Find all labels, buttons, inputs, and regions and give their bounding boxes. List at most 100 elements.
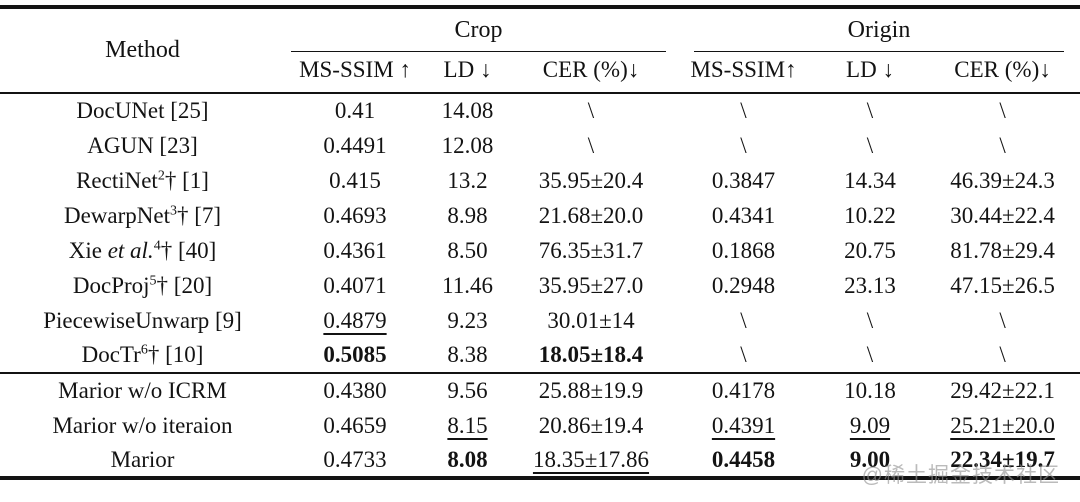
method-cell: AGUN [23] bbox=[87, 132, 198, 158]
col-group-crop-label: Crop bbox=[291, 17, 666, 52]
table-row: Marior w/o ICRM 0.4380 9.56 25.88±19.9 0.417… bbox=[0, 373, 1080, 408]
metric-cell: \ bbox=[866, 132, 874, 158]
col-group-origin-label: Origin bbox=[694, 17, 1065, 52]
metric-cell: 20.75 bbox=[844, 237, 896, 263]
metric-cell: 8.98 bbox=[447, 202, 488, 228]
metric-cell: 25.21±20.0 bbox=[950, 412, 1055, 438]
metric-cell: 76.35±31.7 bbox=[538, 237, 644, 263]
metric-cell: \ bbox=[866, 342, 874, 367]
table-row: Marior 0.4733 8.08 18.35±17.86 0.4458 9.00 22.… bbox=[0, 443, 1080, 478]
results-table: Method Crop Origin MS-SSIM ↑ LD ↓ CER (%… bbox=[0, 5, 1080, 480]
metric-cell: 0.5085 bbox=[323, 342, 387, 367]
metric-cell: 18.35±17.86 bbox=[532, 446, 650, 472]
col-header-crop-msssim: MS-SSIM ↑ bbox=[299, 57, 411, 82]
metric-cell: 35.95±20.4 bbox=[538, 167, 644, 193]
metric-cell: 9.09 bbox=[849, 412, 891, 438]
table-row: DocUNet [25] 0.41 14.08 \ \ \ \ bbox=[0, 93, 1080, 128]
method-cell: DewarpNet3† [7] bbox=[63, 202, 222, 228]
metric-cell: 8.08 bbox=[447, 446, 488, 472]
method-cell: PiecewiseUnwarp [9] bbox=[43, 307, 242, 333]
metric-cell: \ bbox=[587, 98, 595, 123]
col-header-method: Method bbox=[105, 37, 180, 63]
metric-cell: 14.08 bbox=[441, 98, 494, 123]
col-group-origin: Origin bbox=[672, 7, 1080, 54]
metric-cell: 12.08 bbox=[441, 132, 494, 158]
metric-cell: 47.15±26.5 bbox=[950, 272, 1055, 298]
metric-cell: 11.46 bbox=[442, 272, 493, 298]
table-body-marior: Marior w/o ICRM 0.4380 9.56 25.88±19.9 0.417… bbox=[0, 373, 1080, 478]
table-row: DocTr6† [10] 0.5085 8.38 18.05±18.4 \ \ \ bbox=[0, 338, 1080, 373]
metric-cell: 8.38 bbox=[447, 342, 488, 367]
metric-cell: 8.50 bbox=[447, 237, 488, 263]
table-row: RectiNet2† [1] 0.415 13.2 35.95±20.4 0.3847 1… bbox=[0, 163, 1080, 198]
table-row: Marior w/o iteraion 0.4659 8.15 20.86±19.4 0… bbox=[0, 408, 1080, 443]
method-cell: Marior bbox=[110, 446, 175, 472]
method-cell: DocTr6† [10] bbox=[81, 342, 204, 367]
metric-cell: 0.4361 bbox=[323, 237, 387, 263]
metric-cell: \ bbox=[740, 307, 747, 333]
method-cell: Marior w/o iteraion bbox=[52, 412, 233, 438]
metric-cell: \ bbox=[740, 98, 747, 123]
metric-cell: 18.05±18.4 bbox=[538, 342, 644, 367]
metric-cell: 0.3847 bbox=[711, 167, 776, 193]
col-header-origin-cer: CER (%)↓ bbox=[954, 57, 1051, 82]
method-cell: DocProj5† [20] bbox=[72, 272, 213, 298]
metric-cell: 0.4071 bbox=[323, 272, 387, 298]
metric-cell: \ bbox=[999, 98, 1006, 123]
metric-cell: 0.4391 bbox=[711, 412, 776, 438]
metric-cell: \ bbox=[866, 307, 874, 333]
col-header-crop-cer: CER (%)↓ bbox=[542, 57, 640, 82]
metric-cell: \ bbox=[999, 132, 1006, 158]
metric-cell: 14.34 bbox=[844, 167, 896, 193]
col-group-crop: Crop bbox=[285, 7, 672, 54]
metric-cell: 35.95±27.0 bbox=[538, 272, 644, 298]
method-cell: DocUNet [25] bbox=[76, 98, 209, 123]
metric-cell: 8.15 bbox=[447, 412, 488, 438]
metric-cell: 10.18 bbox=[844, 378, 896, 403]
metric-cell: 9.23 bbox=[447, 307, 488, 333]
metric-cell: 81.78±29.4 bbox=[950, 237, 1055, 263]
table-header: Method Crop Origin MS-SSIM ↑ LD ↓ CER (%… bbox=[0, 7, 1080, 93]
metric-cell: \ bbox=[999, 307, 1006, 333]
table-row: Xie et al.4† [40] 0.4361 8.50 76.35±31.7 0.1… bbox=[0, 233, 1080, 268]
metric-cell: 10.22 bbox=[844, 202, 896, 228]
metric-cell: 9.56 bbox=[447, 378, 488, 403]
metric-cell: 0.415 bbox=[329, 167, 381, 193]
metric-cell: 0.4491 bbox=[323, 132, 387, 158]
metric-cell: 20.86±19.4 bbox=[538, 412, 644, 438]
metric-cell: 0.4380 bbox=[323, 378, 387, 403]
metric-cell: 21.68±20.0 bbox=[538, 202, 644, 228]
metric-cell: \ bbox=[740, 132, 747, 158]
col-header-crop-ld: LD ↓ bbox=[443, 57, 492, 82]
metric-cell: 25.88±19.9 bbox=[538, 378, 644, 403]
metric-cell: 0.2948 bbox=[711, 272, 776, 298]
col-header-origin-msssim: MS-SSIM↑ bbox=[690, 57, 797, 82]
method-cell: Marior w/o ICRM bbox=[58, 378, 227, 403]
metric-cell: 22.34±19.7 bbox=[950, 446, 1055, 472]
metric-cell: 13.2 bbox=[447, 167, 488, 193]
metric-cell: 23.13 bbox=[844, 272, 896, 298]
table-row: AGUN [23] 0.4491 12.08 \ \ \ \ bbox=[0, 128, 1080, 163]
metric-cell: 0.4879 bbox=[323, 307, 387, 333]
metric-cell: \ bbox=[866, 98, 874, 123]
metric-cell: 0.41 bbox=[334, 98, 376, 123]
metric-cell: 46.39±24.3 bbox=[950, 167, 1055, 193]
metric-cell: 0.4733 bbox=[323, 446, 387, 472]
metric-cell: 0.4178 bbox=[711, 378, 776, 403]
table-body-baselines: DocUNet [25] 0.41 14.08 \ \ \ \ AGUN [23] 0.4491… bbox=[0, 93, 1080, 373]
metric-cell: 0.4659 bbox=[323, 412, 387, 438]
metric-cell: \ bbox=[587, 132, 595, 158]
method-cell: Xie et al.4† [40] bbox=[68, 237, 217, 263]
metric-cell: 30.01±14 bbox=[547, 307, 635, 333]
table-row: DewarpNet3† [7] 0.4693 8.98 21.68±20.0 0.434… bbox=[0, 198, 1080, 233]
metric-cell: 0.4693 bbox=[323, 202, 387, 228]
method-cell: RectiNet2† [1] bbox=[76, 167, 209, 193]
metric-cell: \ bbox=[740, 342, 747, 367]
metric-cell: 0.4458 bbox=[711, 446, 776, 472]
metric-cell: 0.4341 bbox=[711, 202, 776, 228]
metric-cell: \ bbox=[999, 342, 1006, 367]
metric-cell: 0.1868 bbox=[711, 237, 776, 263]
metric-cell: 9.00 bbox=[849, 446, 891, 472]
metric-cell: 30.44±22.4 bbox=[950, 202, 1055, 228]
